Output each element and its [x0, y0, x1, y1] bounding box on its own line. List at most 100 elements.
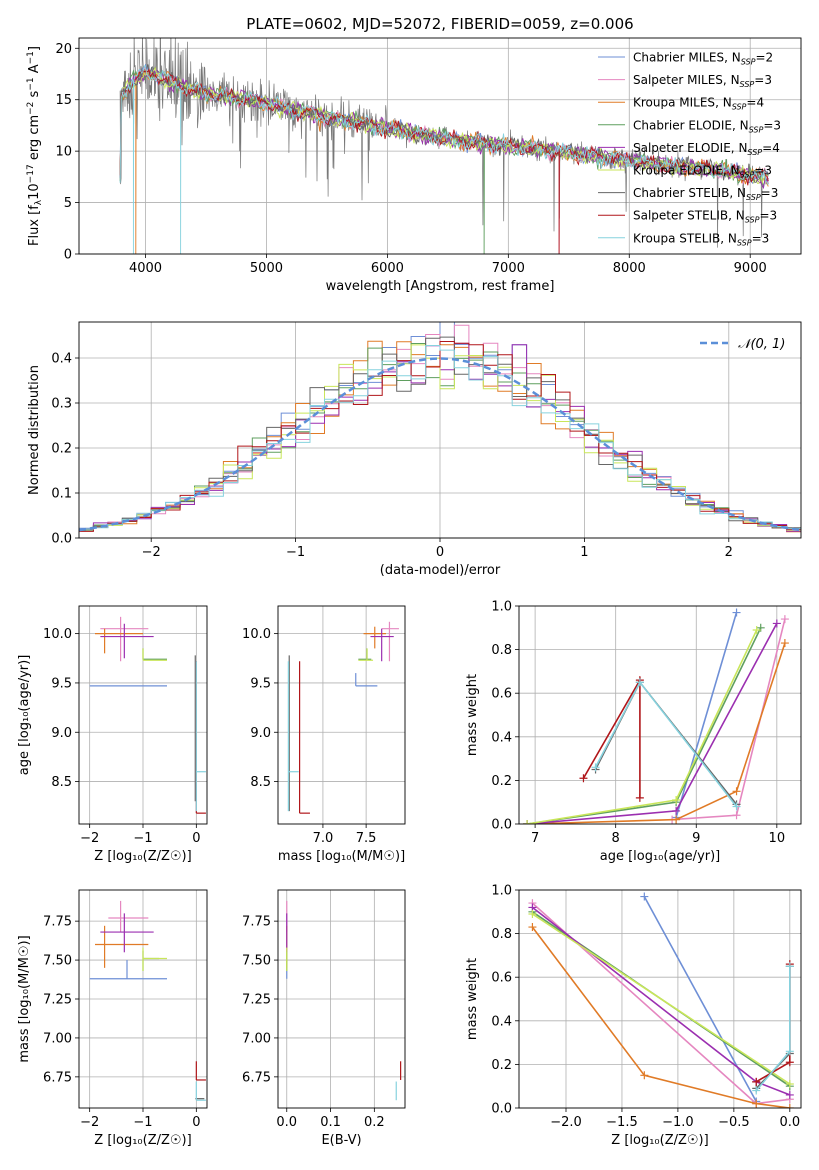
- weight-marker: [672, 796, 681, 805]
- weight-marker: [640, 892, 649, 901]
- legend-label: Salpeter STELIB, NSSP=3: [633, 209, 777, 225]
- y-axis-label-part: A: [27, 64, 42, 77]
- y-tick-label: 7.50: [43, 954, 72, 969]
- x-axis-label: mass [log₁₀(M/M☉)]: [278, 849, 405, 864]
- residuals-plot-area: [79, 322, 801, 533]
- weight-marker: [785, 1058, 794, 1067]
- model-spectrum: [119, 65, 769, 254]
- model-spectrum: [119, 68, 769, 254]
- y-tick-label: 0.3: [51, 397, 72, 412]
- weight-marker: [528, 923, 537, 932]
- y-tick-label: 5: [64, 196, 72, 211]
- axes-frame: [277, 889, 406, 1109]
- legend-label: 𝒩(0, 1): [738, 337, 785, 352]
- y-tick-label: 0.4: [491, 1014, 512, 1029]
- x-tick-label: 0.2: [364, 1115, 385, 1130]
- legend-label: Kroupa MILES, NSSP=4: [633, 96, 764, 112]
- mass-ebv-panel: 0.0 0.1 0.2 6.75 7.00 7.25 7.50 7.75 E(B-V): [242, 889, 406, 1148]
- x-tick-label: 1: [580, 545, 588, 560]
- weight-marker: [752, 1086, 761, 1095]
- y-tick-label: 15: [55, 93, 72, 108]
- x-tick-label: −2: [80, 831, 99, 846]
- y-tick-label: 0.1: [51, 487, 72, 502]
- weight-line: [526, 627, 762, 824]
- y-axis-label-part: λ: [34, 199, 44, 205]
- weight-Z-plot-area: [528, 892, 794, 1108]
- y-tick-label: 1.0: [491, 600, 512, 615]
- weight-line: [527, 623, 778, 824]
- y-tick-label: 6.75: [43, 1070, 72, 1085]
- y-tick-label: 0: [64, 248, 72, 263]
- x-tick-label: −1.0: [662, 1115, 694, 1130]
- y-axis-label-part: −1: [26, 77, 36, 90]
- y-tick-label: 7.25: [242, 993, 271, 1008]
- x-tick-label: 0: [192, 1115, 200, 1130]
- legend-label: Chabrier STELIB, NSSP=3: [633, 186, 778, 202]
- weight-marker: [785, 1090, 794, 1099]
- weight-marker: [635, 793, 644, 802]
- y-tick-label: 7.75: [242, 915, 271, 930]
- weight-line: [672, 618, 786, 821]
- y-tick-label: 0.4: [51, 352, 72, 367]
- weight-marker: [752, 1099, 761, 1108]
- weight-marker: [732, 802, 741, 811]
- x-tick-label: 0: [436, 545, 444, 560]
- normal-curve: [79, 357, 801, 532]
- weight-marker: [756, 623, 765, 632]
- weight-marker: [528, 909, 537, 918]
- weight-line: [531, 926, 790, 1108]
- axes-frame: [78, 37, 802, 255]
- y-tick-label: 0.2: [491, 774, 512, 789]
- axes-frame: [518, 605, 802, 825]
- x-tick-label: 0.0: [276, 1115, 297, 1130]
- y-axis-label: age [log₁₀(age/yr)]: [17, 655, 32, 776]
- x-axis-label: Z [log₁₀(Z/Z☉)]: [94, 849, 191, 864]
- x-tick-label: 4000: [129, 261, 162, 276]
- y-tick-label: 0.2: [51, 442, 72, 457]
- weight-marker: [732, 787, 741, 796]
- y-tick-label: 20: [55, 42, 72, 57]
- y-tick-label: 9.0: [250, 726, 271, 741]
- x-tick-label: 7.5: [356, 831, 377, 846]
- y-tick-label: 0.2: [491, 1058, 512, 1073]
- spectrum-plot-area: [119, 38, 769, 254]
- x-tick-label: 10: [769, 831, 786, 846]
- weight-line: [675, 612, 738, 818]
- y-tick-label: 0.8: [491, 643, 512, 658]
- legend-label: Salpeter MILES, NSSP=3: [633, 73, 772, 89]
- x-axis-label: Z [log₁₀(Z/Z☉)]: [611, 1133, 708, 1148]
- weight-marker: [591, 763, 600, 772]
- y-tick-label: 0.4: [491, 730, 512, 745]
- axes-frame: [78, 889, 208, 1109]
- age-mass-panel: 7.0 7.5 8.5 9.0 9.5 10.0 mass [log₁₀(M/M☉)]: [242, 605, 406, 864]
- mass-ebv-plot-area: [286, 900, 402, 1101]
- legend-label: Salpeter ELODIE, NSSP=4: [633, 141, 780, 157]
- y-axis-label: mass [log₁₀(M/M☉)]: [17, 935, 32, 1062]
- weight-marker: [785, 1047, 794, 1056]
- x-tick-label: 0.0: [779, 1115, 800, 1130]
- weight-line: [531, 902, 790, 1105]
- x-axis-label: (data-model)/error: [380, 563, 501, 578]
- weight-marker: [785, 1104, 794, 1108]
- y-axis-label-part: ]: [27, 46, 42, 51]
- x-tick-label: 8000: [613, 261, 646, 276]
- y-tick-label: 0.6: [491, 687, 512, 702]
- y-axis-label-part: −1: [26, 51, 36, 64]
- mass-Z-plot-area: [89, 900, 206, 1101]
- y-tick-label: 0.0: [491, 818, 512, 833]
- x-tick-label: 2: [725, 545, 733, 560]
- x-tick-label: 0.1: [320, 1115, 341, 1130]
- legend-label: Kroupa STELIB, NSSP=3: [633, 231, 769, 247]
- y-tick-label: 9.5: [250, 676, 271, 691]
- x-axis-label: E(B-V): [321, 1133, 361, 1148]
- x-axis-label: wavelength [Angstrom, rest frame]: [326, 279, 555, 294]
- x-axis-label: Z [log₁₀(Z/Z☉)]: [94, 1133, 191, 1148]
- y-tick-label: 6.75: [242, 1070, 271, 1085]
- age-mass-plot-area: [287, 621, 399, 814]
- x-tick-label: −1.5: [606, 1115, 638, 1130]
- weight-marker: [772, 619, 781, 628]
- mass-Z-panel: −2 −1 0 6.75 7.00 7.25 7.50 7.75 Z [log₁₀(Z/Z☉)]…: [17, 889, 208, 1148]
- x-tick-label: 0: [192, 831, 200, 846]
- weight-age-plot-area: [523, 608, 789, 824]
